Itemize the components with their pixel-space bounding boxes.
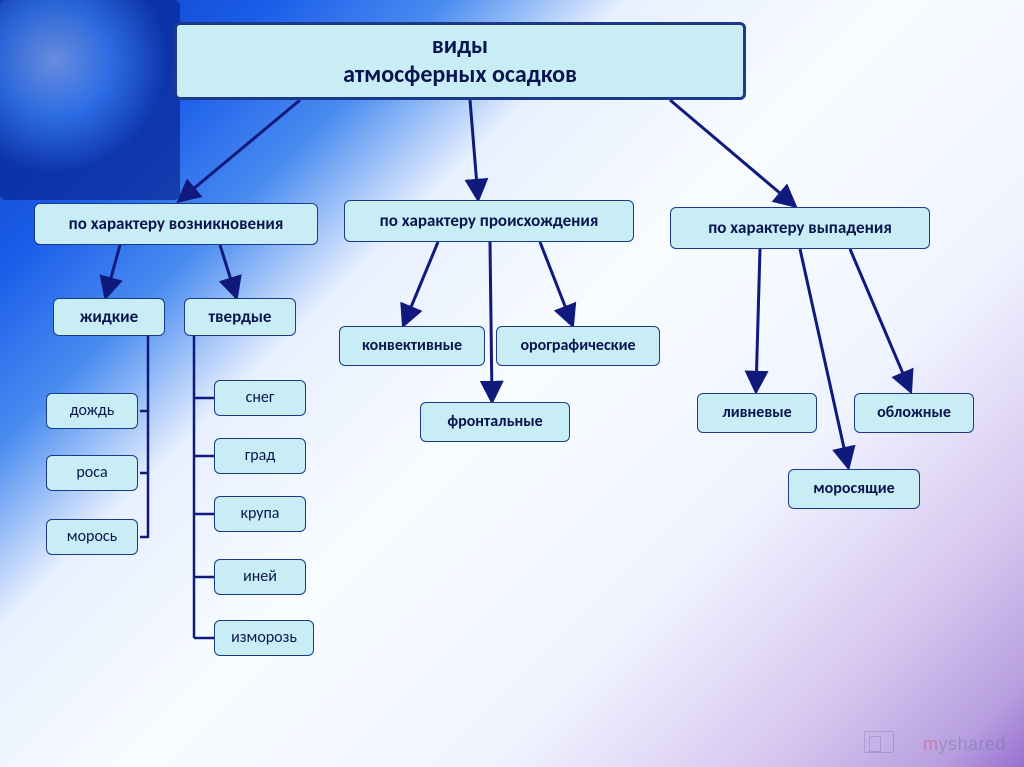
node-frost: иней (214, 559, 306, 595)
node-orog: орографические (496, 326, 660, 366)
watermark-text: myshared (923, 734, 1006, 755)
node-rain: дождь (46, 393, 138, 429)
node-root: виды атмосферных осадков (174, 22, 746, 100)
node-branch1: по характеру возникновения (34, 203, 318, 245)
arrow (490, 242, 492, 400)
node-solid: твердые (184, 298, 296, 336)
node-rime: изморозь (214, 620, 314, 656)
arrow (850, 249, 910, 390)
node-liquid: жидкие (53, 298, 165, 336)
node-overcast: обложные (854, 393, 974, 433)
node-snow: снег (214, 380, 306, 416)
watermark-icon (864, 731, 894, 753)
arrow (404, 242, 438, 324)
arrow (756, 249, 760, 390)
node-hail: град (214, 438, 306, 474)
node-drizzle: морось (46, 519, 138, 555)
arrow (106, 245, 120, 296)
arrow (220, 245, 236, 296)
node-branch3: по характеру выпадения (670, 207, 930, 249)
arrow (180, 100, 300, 200)
arrow (670, 100, 794, 205)
connector-layer (0, 0, 1024, 767)
watermark-label: myshared (923, 734, 1006, 754)
node-drizzling: моросящие (788, 469, 920, 509)
node-front: фронтальные (420, 402, 570, 442)
node-conv: конвективные (339, 326, 485, 366)
node-dew: роса (46, 455, 138, 491)
arrow (800, 249, 848, 466)
node-grain: крупа (214, 496, 306, 532)
arrow (470, 100, 478, 198)
node-shower: ливневые (697, 393, 817, 433)
node-branch2: по характеру происхождения (344, 200, 634, 242)
arrow (540, 242, 572, 324)
